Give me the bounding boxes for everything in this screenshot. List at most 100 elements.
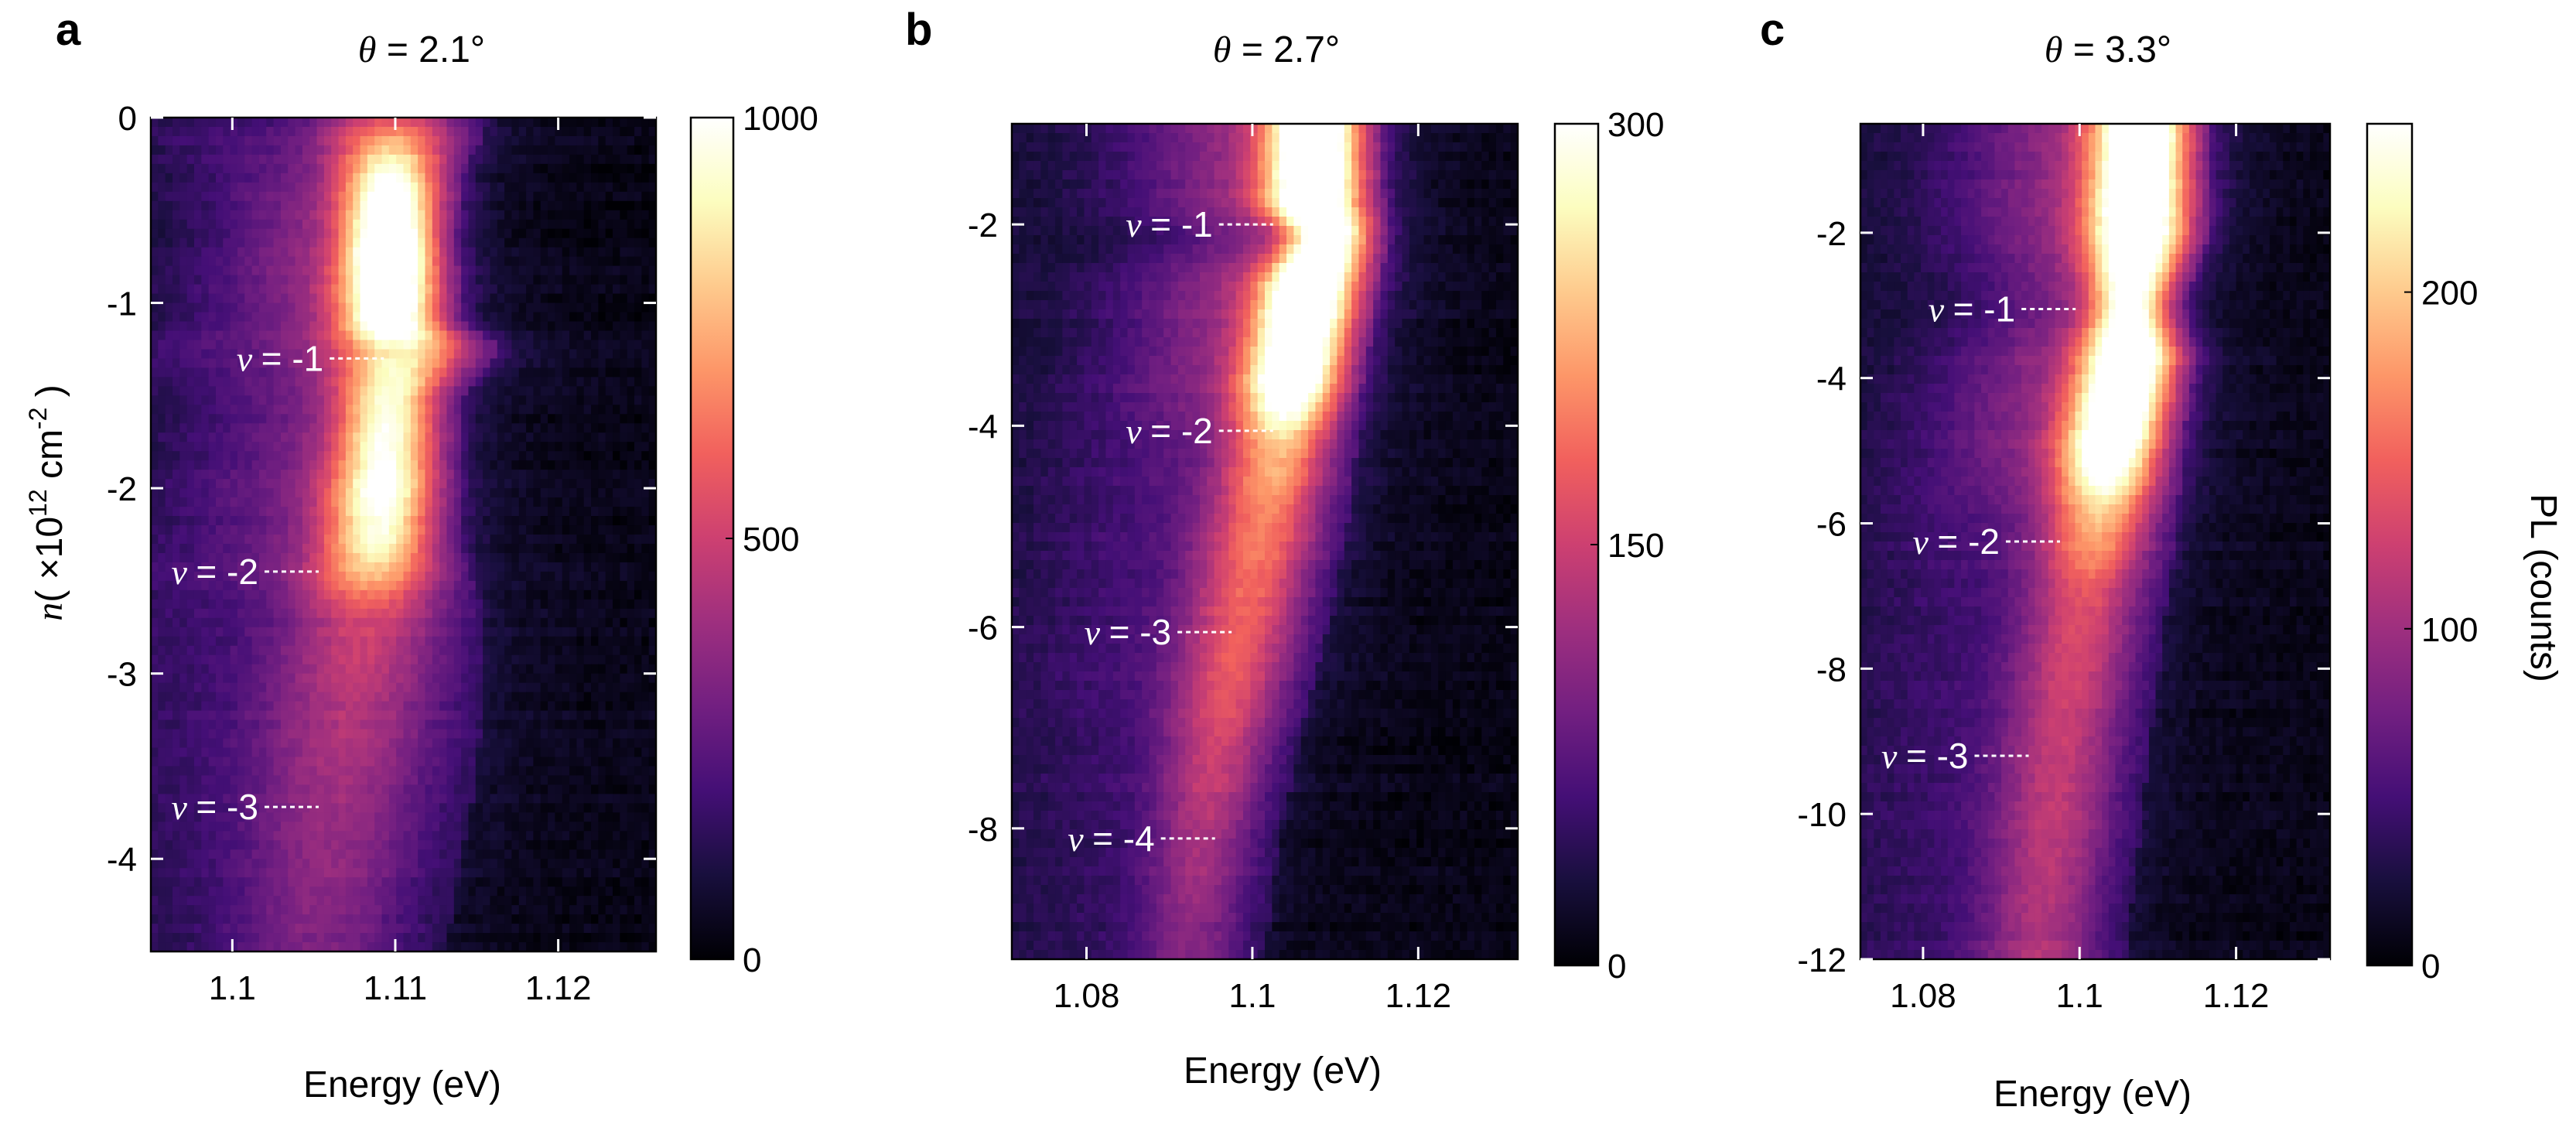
- heatmap-cell: [497, 395, 505, 405]
- heatmap-cell: [641, 692, 650, 702]
- heatmap-cell: [186, 664, 195, 675]
- heatmap-cell: [483, 321, 491, 332]
- heatmap-cell: [179, 766, 188, 777]
- heatmap-cell: [403, 627, 412, 637]
- heatmap-cell: [201, 386, 210, 396]
- heatmap-cell: [237, 386, 245, 396]
- heatmap-cell: [193, 154, 202, 165]
- heatmap-cell: [497, 645, 505, 656]
- heatmap-cell: [548, 358, 555, 368]
- heatmap-cell: [151, 497, 159, 507]
- heatmap-cell: [244, 182, 253, 193]
- heatmap-cell: [490, 571, 498, 582]
- heatmap-cell: [208, 182, 217, 193]
- heatmap-cell: [165, 386, 173, 396]
- heatmap-cell: [453, 729, 462, 740]
- heatmap-cell: [583, 191, 592, 202]
- heatmap-cell: [288, 265, 296, 276]
- heatmap-cell: [627, 617, 635, 628]
- heatmap-cell: [591, 340, 599, 350]
- heatmap-cell: [302, 719, 310, 730]
- heatmap-cell: [432, 395, 440, 405]
- heatmap-cell: [540, 321, 548, 332]
- heatmap-cell: [244, 701, 253, 712]
- heatmap-cell: [468, 321, 477, 332]
- heatmap-cell: [475, 552, 483, 563]
- heatmap-cell: [165, 580, 173, 591]
- heatmap-cell: [273, 589, 282, 600]
- heatmap-cell: [583, 552, 592, 563]
- heatmap-cell: [223, 692, 231, 702]
- heatmap-cell: [323, 340, 332, 350]
- heatmap-cell: [374, 145, 383, 155]
- heatmap-cell: [309, 200, 318, 211]
- heatmap-cell: [533, 729, 542, 740]
- heatmap-cell: [186, 219, 195, 230]
- heatmap-cell: [323, 673, 332, 684]
- heatmap-cell: [165, 525, 173, 535]
- heatmap-cell: [193, 627, 202, 637]
- heatmap-cell: [627, 228, 635, 239]
- heatmap-cell: [439, 701, 448, 712]
- heatmap-cell: [295, 256, 303, 267]
- heatmap-cell: [396, 247, 405, 258]
- heatmap-cell: [288, 118, 296, 128]
- heatmap-cell: [627, 432, 635, 442]
- heatmap-cell: [338, 284, 347, 295]
- heatmap-cell: [425, 451, 433, 461]
- heatmap-cell: [273, 664, 282, 675]
- heatmap-cell: [403, 535, 412, 545]
- heatmap-cell: [215, 237, 224, 248]
- heatmap-cell: [215, 589, 224, 600]
- heatmap-cell: [562, 423, 570, 433]
- heatmap-cell: [258, 330, 267, 341]
- heatmap-cell: [627, 738, 635, 749]
- heatmap-cell: [172, 488, 180, 498]
- heatmap-cell: [151, 284, 159, 295]
- heatmap-cell: [353, 321, 361, 332]
- heatmap-cell: [215, 599, 224, 610]
- heatmap-cell: [641, 367, 650, 378]
- heatmap-cell: [309, 219, 318, 230]
- heatmap-cell: [620, 738, 628, 749]
- heatmap-cell: [353, 432, 361, 442]
- heatmap-cell: [151, 654, 159, 665]
- heatmap-cell: [280, 395, 289, 405]
- heatmap-cell: [381, 580, 390, 591]
- heatmap-cell: [583, 414, 592, 424]
- heatmap-cell: [439, 497, 448, 507]
- heatmap-cell: [533, 405, 542, 415]
- heatmap-cell: [280, 275, 289, 285]
- heatmap-cell: [309, 275, 318, 285]
- heatmap-cell: [360, 377, 368, 387]
- heatmap-cell: [468, 340, 477, 350]
- heatmap-cell: [215, 738, 224, 749]
- heatmap-cell: [511, 507, 520, 517]
- heatmap-cell: [237, 719, 245, 730]
- heatmap-cell: [258, 386, 267, 396]
- heatmap-cell: [396, 589, 405, 600]
- heatmap-cell: [230, 729, 238, 740]
- heatmap-cell: [418, 701, 426, 712]
- heatmap-cell: [461, 182, 470, 193]
- heatmap-cell: [266, 599, 275, 610]
- heatmap-cell: [468, 627, 477, 637]
- heatmap-cell: [381, 377, 390, 387]
- heatmap-cell: [186, 358, 195, 368]
- heatmap-cell: [432, 497, 440, 507]
- heatmap-cell: [555, 747, 563, 758]
- heatmap-cell: [446, 302, 455, 313]
- heatmap-cell: [540, 442, 548, 452]
- heatmap-cell: [388, 237, 397, 248]
- heatmap-cell: [316, 118, 325, 128]
- heatmap-cell: [288, 163, 296, 174]
- heatmap-cell: [172, 349, 180, 360]
- heatmap-cell: [151, 747, 159, 758]
- heatmap-cell: [165, 766, 173, 777]
- heatmap-cell: [634, 617, 642, 628]
- heatmap-cell: [475, 507, 483, 517]
- heatmap-cell: [345, 256, 354, 267]
- heatmap-cell: [323, 377, 332, 387]
- heatmap-cell: [468, 654, 477, 665]
- heatmap-cell: [367, 617, 375, 628]
